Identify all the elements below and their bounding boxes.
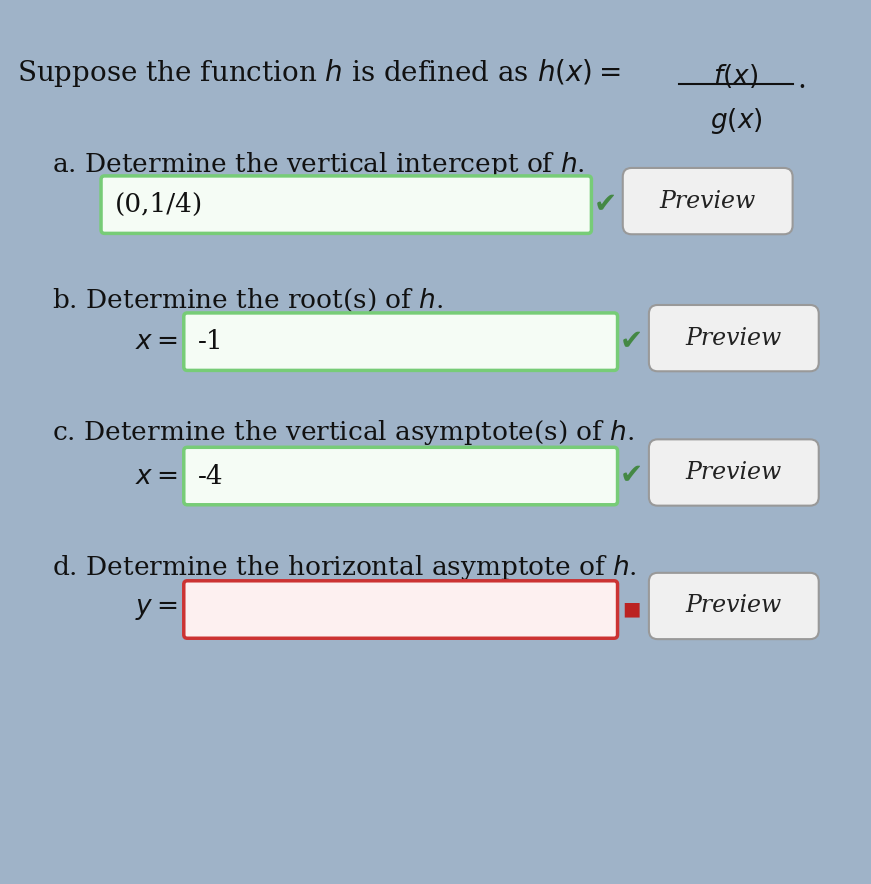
Text: Preview: Preview: [685, 326, 782, 350]
Text: b. Determine the root(s) of $h$.: b. Determine the root(s) of $h$.: [52, 287, 443, 315]
Text: a. Determine the vertical intercept of $h$.: a. Determine the vertical intercept of $…: [52, 150, 585, 179]
Text: $g(x)$: $g(x)$: [710, 106, 762, 136]
Text: .: .: [797, 67, 806, 94]
Text: Preview: Preview: [659, 189, 756, 213]
Text: -4: -4: [198, 463, 223, 489]
Text: ✔: ✔: [594, 190, 617, 218]
Text: $y=$: $y=$: [135, 597, 178, 622]
Text: -1: -1: [198, 329, 223, 354]
Text: d. Determine the horizontal asymptote of $h$.: d. Determine the horizontal asymptote of…: [52, 552, 637, 582]
FancyBboxPatch shape: [101, 176, 591, 233]
Text: Preview: Preview: [685, 594, 782, 618]
FancyBboxPatch shape: [184, 313, 618, 370]
FancyBboxPatch shape: [649, 439, 819, 506]
FancyBboxPatch shape: [649, 573, 819, 639]
Text: (0,1/4): (0,1/4): [115, 192, 203, 217]
Text: ✔: ✔: [620, 461, 643, 490]
Text: $f(x)$: $f(x)$: [713, 62, 759, 90]
Text: ✔: ✔: [620, 327, 643, 355]
Text: ■: ■: [622, 599, 641, 619]
Text: $x=$: $x=$: [135, 329, 178, 354]
FancyBboxPatch shape: [184, 581, 618, 638]
Text: Suppose the function $h$ is defined as $h(x) = $: Suppose the function $h$ is defined as $…: [17, 57, 621, 89]
Text: Preview: Preview: [685, 461, 782, 484]
FancyBboxPatch shape: [184, 447, 618, 505]
Text: $x=$: $x=$: [135, 463, 178, 489]
FancyBboxPatch shape: [623, 168, 793, 234]
Text: c. Determine the vertical asymptote(s) of $h$.: c. Determine the vertical asymptote(s) o…: [52, 418, 635, 447]
FancyBboxPatch shape: [649, 305, 819, 371]
